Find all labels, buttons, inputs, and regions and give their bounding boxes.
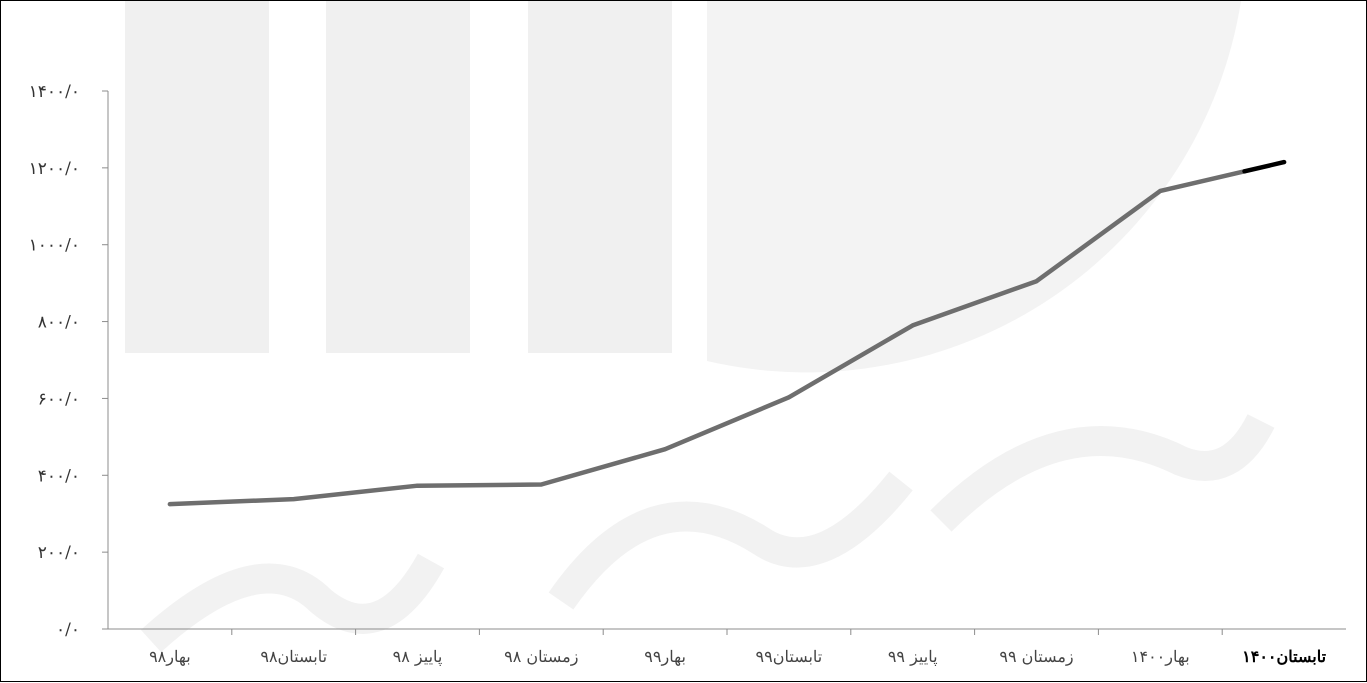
- y-tick-label: ۱۰۰۰/۰: [29, 236, 80, 256]
- y-tick-label: ۱۴۰۰/۰: [29, 82, 80, 102]
- data-point: [167, 502, 172, 507]
- y-tick-label: ۲۰۰/۰: [38, 543, 80, 563]
- y-tick-label: ۱۲۰۰/۰: [29, 159, 80, 179]
- x-tick-label: بهار۹۸: [149, 647, 191, 666]
- watermark-logo: [125, 1, 1275, 653]
- x-tick-label: زمستان ۹۸: [504, 647, 578, 666]
- data-point: [663, 447, 668, 452]
- x-tick-label: تابستان۹۹: [756, 647, 823, 666]
- x-tick-label: تابستان۹۸: [260, 647, 327, 666]
- series-line-last-segment: [1242, 159, 1287, 174]
- x-tick-label: پاییز ۹۸: [393, 647, 443, 666]
- y-axis-ticks: ۰/۰ ۲۰۰/۰ ۴۰۰/۰ ۶۰۰/۰ ۸۰۰/۰ ۱۰۰۰/۰ ۱۲۰۰/۰ ۱۴۰۰/…: [29, 82, 108, 640]
- data-point: [1282, 160, 1287, 165]
- series-line: [167, 169, 1247, 507]
- x-tick-label: تابستان۱۴۰۰: [1242, 647, 1326, 666]
- x-tick-label: پاییز ۹۹: [888, 647, 938, 666]
- y-tick-label: ۸۰۰/۰: [38, 313, 80, 333]
- data-point: [1034, 279, 1039, 284]
- x-axis-ticks: بهار۹۸ تابستان۹۸ پاییز ۹۸ زمستان ۹۸ بهار۹۹ تا…: [149, 629, 1327, 666]
- data-point: [291, 497, 296, 502]
- y-tick-label: ۰/۰: [56, 620, 80, 640]
- data-point: [910, 323, 915, 328]
- series-layer: [167, 159, 1287, 507]
- y-tick-label: ۴۰۰/۰: [38, 466, 80, 486]
- data-point: [539, 482, 544, 487]
- y-tick-label: ۶۰۰/۰: [38, 389, 80, 409]
- data-point: [786, 395, 791, 400]
- x-tick-label: بهار۹۹: [644, 647, 686, 666]
- data-point: [1158, 188, 1163, 193]
- data-point: [415, 483, 420, 488]
- x-tick-label: زمستان ۹۹: [999, 647, 1073, 666]
- x-tick-label: بهار۱۴۰۰: [1131, 647, 1190, 666]
